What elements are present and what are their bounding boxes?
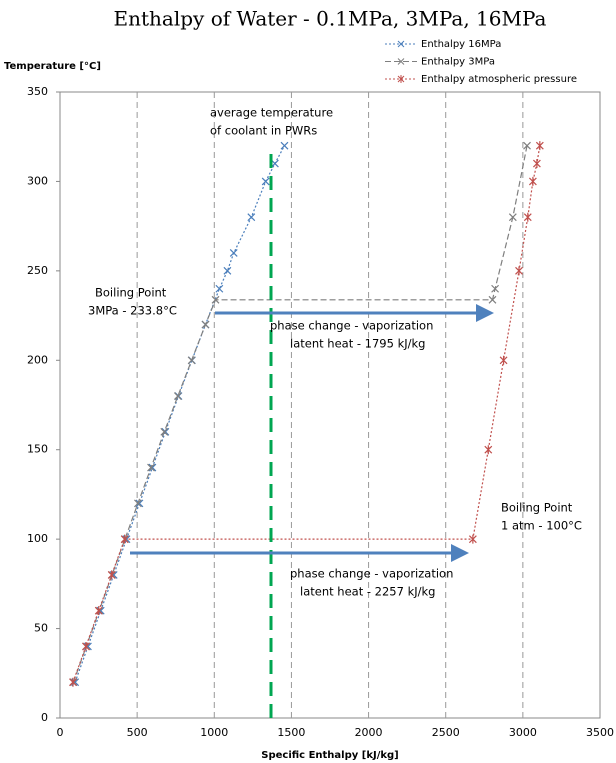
data-point: [247, 213, 256, 222]
data-point: [201, 320, 210, 329]
x-tick-label: 2500: [432, 726, 460, 739]
legend-label: Enthalpy 16MPa: [421, 39, 501, 50]
data-point: [160, 427, 169, 436]
series-line: [74, 145, 286, 683]
annotation: 3MPa - 233.8°C: [88, 304, 177, 318]
legend-marker: [397, 75, 405, 83]
annotation: latent heat - 1795 kJ/kg: [290, 337, 425, 351]
y-axis-label: Temperature [°C]: [4, 61, 101, 72]
data-point: [515, 266, 523, 276]
y-tick-label: 100: [27, 532, 48, 545]
series-line: [72, 145, 528, 683]
data-point: [173, 392, 182, 400]
data-point: [223, 266, 232, 275]
y-tick-label: 0: [41, 711, 48, 724]
data-point: [211, 295, 220, 304]
x-tick-label: 0: [57, 726, 64, 739]
x-tick-label: 500: [127, 726, 148, 739]
annotation: phase change - vaporization: [270, 319, 433, 333]
y-tick-label: 350: [27, 85, 48, 98]
legend-label: Enthalpy 3MPa: [421, 57, 495, 68]
x-tick-label: 1500: [277, 726, 305, 739]
data-point: [523, 212, 532, 222]
data-point: [523, 141, 531, 150]
legend-marker: [397, 40, 405, 48]
annotation: Boiling Point: [501, 501, 573, 515]
annotation: Boiling Point: [95, 286, 167, 300]
data-point: [499, 355, 508, 365]
data-point: [81, 641, 90, 651]
series-line: [72, 145, 541, 683]
annotation: latent heat - 2257 kJ/kg: [300, 585, 435, 599]
legend-label: Enthalpy atmospheric pressure: [421, 74, 577, 85]
data-point: [488, 295, 497, 304]
annotation: of coolant in PWRs: [210, 124, 317, 138]
y-tick-label: 200: [27, 353, 48, 366]
plot-frame: [59, 91, 601, 719]
data-point: [270, 159, 279, 168]
data-point: [135, 499, 144, 508]
data-point: [69, 677, 77, 687]
y-tick-label: 300: [27, 174, 48, 187]
data-point: [94, 606, 103, 616]
y-tick-label: 150: [27, 443, 48, 456]
data-point: [468, 534, 477, 544]
annotation: 1 atm - 100°C: [501, 519, 582, 533]
annotation: average temperature: [210, 106, 333, 120]
data-point: [491, 284, 500, 293]
data-point: [532, 159, 541, 169]
data-point: [484, 445, 493, 455]
chart-title: Enthalpy of Water - 0.1MPa, 3MPa, 16MPa: [114, 7, 547, 31]
y-tick-label: 250: [27, 264, 48, 277]
data-point: [187, 356, 196, 365]
data-point: [133, 499, 142, 508]
data-point: [107, 570, 116, 580]
data-point: [280, 141, 289, 150]
data-point: [229, 249, 238, 257]
y-tick-label: 50: [34, 622, 48, 635]
x-tick-label: 2000: [355, 726, 383, 739]
data-point: [528, 176, 537, 186]
legend-marker: [397, 58, 405, 65]
data-point: [508, 213, 517, 222]
data-point: [535, 141, 544, 151]
data-point: [147, 463, 155, 472]
data-point: [215, 284, 224, 293]
data-point: [120, 534, 129, 544]
x-tick-label: 3000: [509, 726, 537, 739]
x-tick-label: 3500: [586, 726, 614, 739]
annotation: phase change - vaporization: [290, 567, 453, 581]
x-tick-label: 1000: [200, 726, 228, 739]
x-axis-label: Specific Enthalpy [kJ/kg]: [261, 750, 398, 761]
data-point: [261, 177, 270, 186]
